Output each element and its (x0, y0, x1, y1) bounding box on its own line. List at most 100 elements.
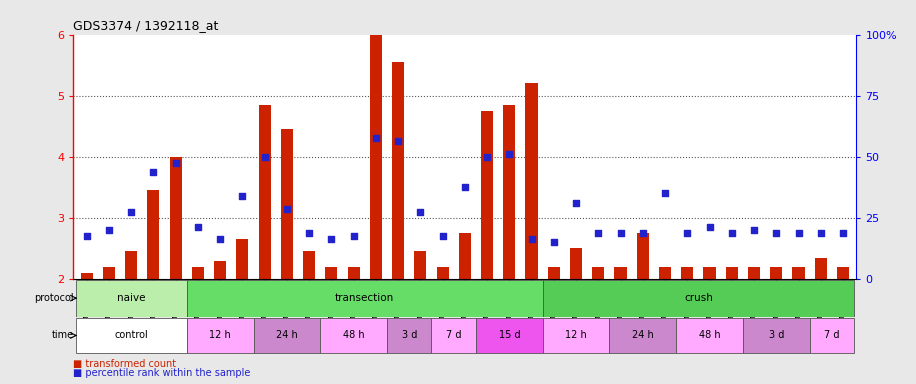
Bar (414, 252, 427, 279)
Text: transection: transection (335, 293, 395, 303)
Text: 3 d: 3 d (401, 331, 417, 341)
Text: time: time (51, 331, 73, 341)
Point (480, 154, 495, 160)
Bar (743, 318, 810, 353)
Text: ■ transformed count: ■ transformed count (73, 359, 177, 369)
Text: 12 h: 12 h (209, 331, 231, 341)
Text: 3 d: 3 d (769, 331, 784, 341)
Bar (814, 258, 827, 279)
Bar (187, 318, 254, 353)
Bar (659, 267, 671, 279)
Bar (387, 318, 431, 353)
Bar (281, 129, 293, 279)
Text: protocol: protocol (34, 293, 73, 303)
Point (524, 236, 539, 242)
Point (213, 236, 227, 242)
Text: GDS3374 / 1392118_at: GDS3374 / 1392118_at (73, 19, 219, 32)
Point (391, 138, 406, 144)
Bar (81, 273, 93, 279)
Bar (748, 267, 760, 279)
Text: naive: naive (117, 293, 146, 303)
Point (146, 169, 160, 175)
Bar (792, 267, 805, 279)
Bar (503, 105, 516, 279)
Bar (75, 280, 187, 316)
Text: ■ percentile rank within the sample: ■ percentile rank within the sample (73, 367, 251, 377)
Bar (476, 318, 543, 353)
Bar (615, 267, 627, 279)
Bar (593, 267, 605, 279)
Bar (543, 318, 609, 353)
Point (435, 233, 450, 239)
Point (680, 230, 694, 236)
Bar (75, 318, 187, 353)
Text: 15 d: 15 d (498, 331, 520, 341)
Point (591, 230, 605, 236)
Bar (125, 252, 137, 279)
Point (324, 236, 339, 242)
Point (169, 160, 183, 166)
Point (279, 205, 294, 212)
Bar (609, 318, 676, 353)
Point (813, 230, 828, 236)
Point (235, 194, 250, 200)
Point (80, 233, 94, 239)
Text: 24 h: 24 h (632, 331, 654, 341)
Bar (548, 267, 560, 279)
Bar (103, 267, 115, 279)
Bar (431, 318, 476, 353)
Point (769, 230, 784, 236)
Point (747, 227, 761, 233)
Point (791, 230, 806, 236)
Point (547, 239, 562, 245)
Point (346, 233, 361, 239)
Point (658, 190, 672, 197)
Bar (147, 190, 159, 279)
Point (703, 224, 717, 230)
Text: crush: crush (684, 293, 713, 303)
Text: 48 h: 48 h (699, 331, 720, 341)
Bar (392, 62, 404, 279)
Point (835, 230, 850, 236)
Bar (703, 267, 715, 279)
Bar (676, 318, 743, 353)
Text: 7 d: 7 d (446, 331, 462, 341)
Text: 24 h: 24 h (276, 331, 298, 341)
Point (725, 230, 739, 236)
Bar (169, 157, 181, 279)
Text: 48 h: 48 h (343, 331, 365, 341)
Point (102, 227, 116, 233)
Bar (459, 233, 471, 279)
Text: control: control (114, 331, 148, 341)
Point (636, 230, 650, 236)
Point (614, 230, 628, 236)
Point (413, 209, 428, 215)
Bar (325, 267, 337, 279)
Bar (682, 267, 693, 279)
Bar (481, 111, 493, 279)
Bar (810, 318, 855, 353)
Point (191, 224, 205, 230)
Text: 7 d: 7 d (824, 331, 840, 341)
Bar (303, 252, 315, 279)
Bar (214, 261, 226, 279)
Bar (370, 35, 382, 279)
Point (502, 151, 517, 157)
Bar (347, 267, 360, 279)
Bar (187, 280, 543, 316)
Point (301, 230, 316, 236)
Bar (258, 105, 271, 279)
Bar (837, 267, 849, 279)
Bar (526, 83, 538, 279)
Bar (236, 239, 248, 279)
Bar (437, 267, 449, 279)
Text: 12 h: 12 h (565, 331, 587, 341)
Bar (321, 318, 387, 353)
Point (569, 200, 583, 206)
Point (124, 209, 138, 215)
Bar (543, 280, 855, 316)
Bar (725, 267, 738, 279)
Bar (191, 267, 204, 279)
Bar (637, 233, 649, 279)
Bar (254, 318, 321, 353)
